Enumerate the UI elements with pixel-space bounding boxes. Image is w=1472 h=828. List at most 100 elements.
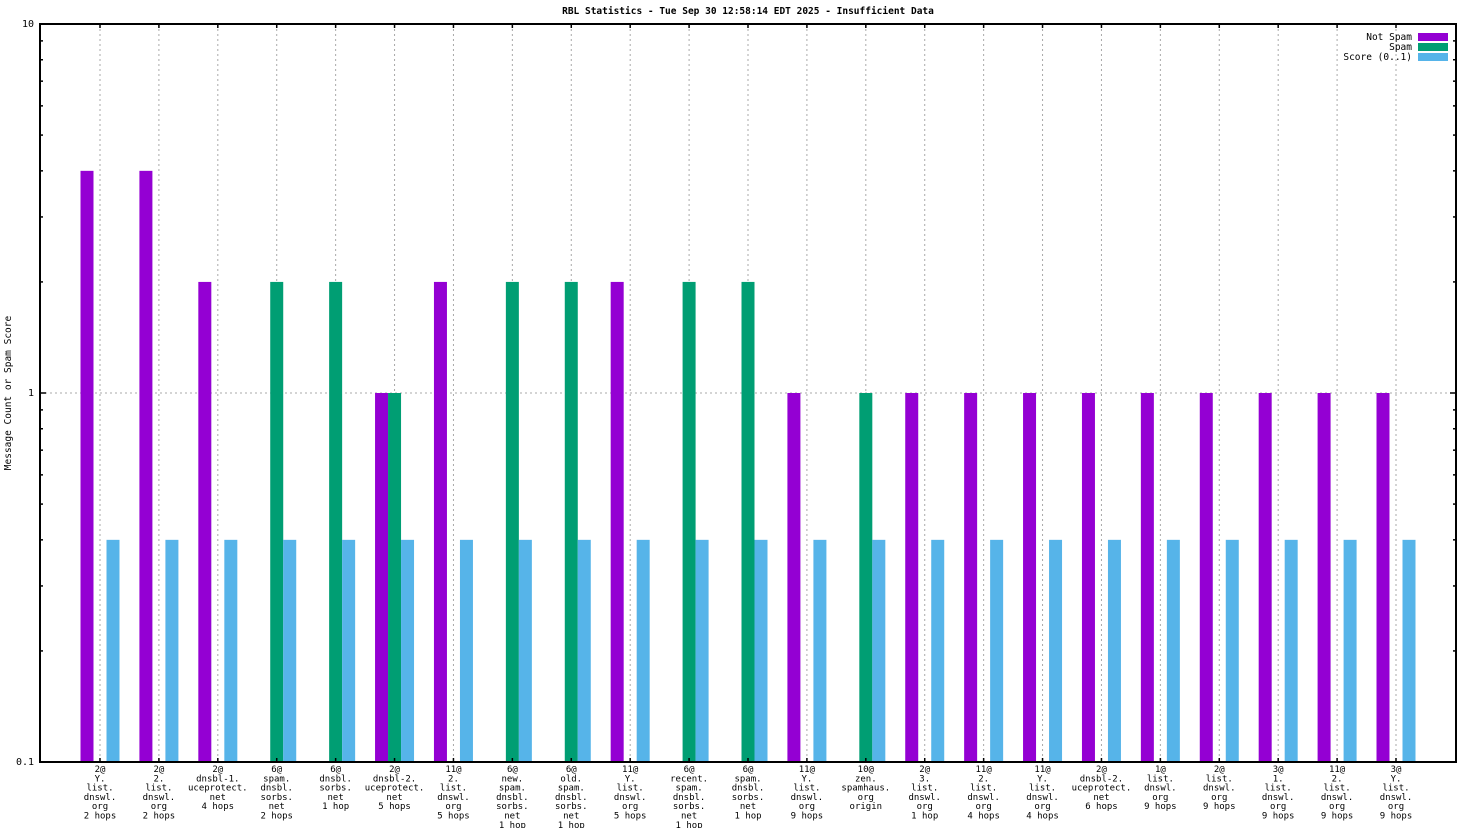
x-category-label-line: uceprotect.: [1072, 784, 1132, 794]
x-category-label-line: 2.: [153, 774, 164, 784]
bar-score-0-1-: [518, 539, 532, 762]
x-category-label-line: sorbs.: [260, 793, 293, 803]
x-category-label-line: org: [1329, 802, 1345, 812]
x-category-label-line: list.: [970, 784, 997, 794]
bar-spam: [741, 281, 755, 762]
x-category-label-line: 9 hops: [1144, 802, 1177, 812]
x-category-label-line: spamhaus.: [841, 784, 890, 794]
x-category-label-line: list.: [1029, 784, 1056, 794]
bar-not-spam: [964, 393, 978, 762]
x-category-label-line: sorbs.: [319, 784, 352, 794]
x-category-label-line: sorbs.: [673, 802, 706, 812]
x-category-label-line: spam.: [263, 774, 290, 784]
x-category-label-line: org: [445, 802, 461, 812]
x-category-label-line: net: [328, 793, 344, 803]
x-category-label-line: 6@: [743, 765, 754, 775]
x-category-label-line: dnsbl.: [260, 784, 293, 794]
bar-not-spam: [198, 281, 212, 762]
x-category-label-line: 9 hops: [791, 812, 824, 822]
bar-score-0-1-: [224, 539, 238, 762]
x-category-label-line: Y.: [801, 774, 812, 784]
x-category-label-line: dnswl.: [1321, 793, 1354, 803]
x-category-label-line: list.: [617, 784, 644, 794]
x-category-label-line: net: [504, 812, 520, 822]
x-category-label-line: org: [622, 802, 638, 812]
x-category-label-line: new.: [502, 774, 524, 784]
x-category-label-line: Y.: [1391, 774, 1402, 784]
x-category-label-line: dnswl.: [84, 793, 117, 803]
x-category-label-line: org: [151, 802, 167, 812]
x-category-label-line: 2@: [212, 765, 223, 775]
x-category-label-line: list.: [1324, 784, 1351, 794]
x-category-label-line: dnswl.: [1203, 784, 1236, 794]
x-category-label-line: dnswl.: [437, 793, 470, 803]
bar-score-0-1-: [872, 539, 886, 762]
x-category-label-line: org: [1388, 802, 1404, 812]
x-category-label-line: uceprotect.: [188, 784, 248, 794]
x-category-label-line: spam.: [676, 784, 703, 794]
x-category-label-line: net: [681, 812, 697, 822]
bar-score-0-1-: [754, 539, 768, 762]
bar-not-spam: [80, 170, 94, 763]
x-category-label-line: 3.: [919, 774, 930, 784]
x-category-label-line: 2 hops: [84, 812, 117, 822]
x-category-label-line: 4 hops: [202, 802, 235, 812]
x-category-label-line: spam.: [499, 784, 526, 794]
bar-spam: [682, 281, 696, 762]
bar-not-spam: [433, 281, 447, 762]
bar-score-0-1-: [165, 539, 179, 762]
x-category-label-line: dnsbl.: [319, 774, 352, 784]
bar-score-0-1-: [1107, 539, 1121, 762]
legend-label: Not Spam: [1366, 32, 1412, 43]
x-category-label-line: org: [799, 802, 815, 812]
x-category-label-line: sorbs.: [496, 802, 529, 812]
bar-score-0-1-: [1343, 539, 1357, 762]
x-category-label-line: org: [976, 802, 992, 812]
bar-not-spam: [1081, 393, 1095, 762]
series-spam: [270, 281, 873, 762]
x-category-label-line: 2.: [978, 774, 989, 784]
x-category-label-line: 11@: [622, 765, 639, 775]
x-category-label-line: 1 hop: [322, 802, 349, 812]
bar-score-0-1-: [695, 539, 709, 762]
x-category-label-line: list.: [440, 784, 467, 794]
x-category-label-line: org: [1034, 802, 1050, 812]
x-category-label-line: uceprotect.: [365, 784, 425, 794]
bar-not-spam: [1140, 393, 1154, 762]
x-category-label-line: dnsbl-1.: [196, 774, 239, 784]
x-category-label-line: 4 hops: [1026, 812, 1059, 822]
x-category-label-line: 1 hop: [558, 821, 585, 828]
x-category-label-line: 2@: [1214, 765, 1225, 775]
x-category-label-line: 9 hops: [1380, 812, 1413, 822]
x-category-label-line: org: [1270, 802, 1286, 812]
x-category-label-line: Y.: [625, 774, 636, 784]
x-category-label-line: spam.: [734, 774, 761, 784]
x-category-label-line: 2 hops: [143, 812, 176, 822]
bar-score-0-1-: [283, 539, 297, 762]
bar-score-0-1-: [1402, 539, 1416, 762]
x-category-label-line: 1.: [1273, 774, 1284, 784]
bar-score-0-1-: [459, 539, 473, 762]
x-category-label-line: 1 hop: [734, 812, 761, 822]
bar-score-0-1-: [577, 539, 591, 762]
bar-score-0-1-: [1049, 539, 1063, 762]
bar-score-0-1-: [106, 539, 120, 762]
x-category-label-line: recent.: [670, 774, 708, 784]
x-category-label-line: sorbs.: [555, 802, 588, 812]
x-category-label-line: 11@: [976, 765, 993, 775]
y-tick-label: 10: [22, 19, 34, 30]
legend-label: Spam: [1389, 42, 1412, 53]
x-category-label-line: 2@: [919, 765, 930, 775]
x-category-label-line: 5 hops: [437, 812, 470, 822]
bar-score-0-1-: [401, 539, 415, 762]
x-category-label-line: dnswl.: [791, 793, 824, 803]
x-category-label-line: 6@: [507, 765, 518, 775]
x-category-label-line: 9 hops: [1321, 812, 1354, 822]
chart-title: RBL Statistics - Tue Sep 30 12:58:14 EDT…: [562, 6, 934, 17]
